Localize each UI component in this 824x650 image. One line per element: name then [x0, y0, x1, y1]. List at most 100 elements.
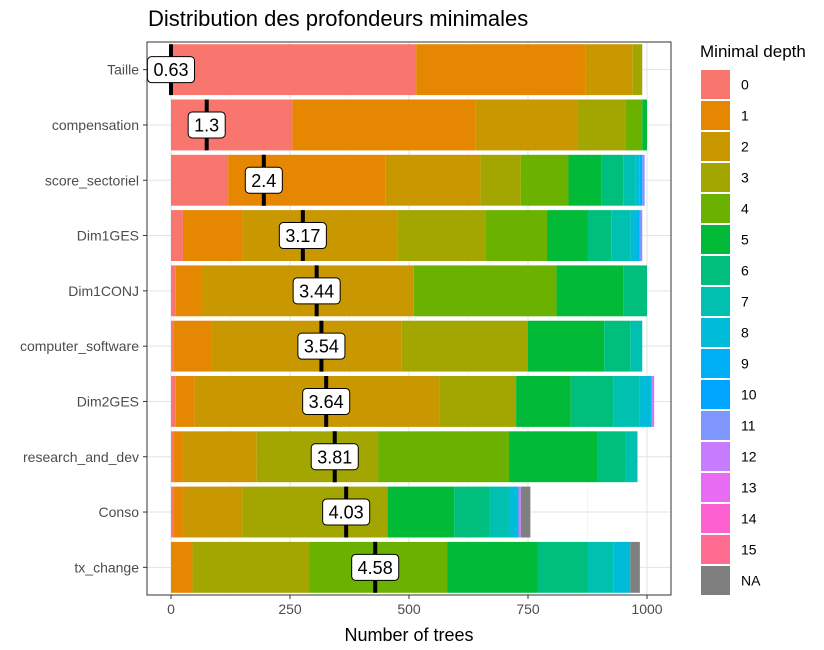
bar-segment-computer_software-5: [528, 320, 605, 372]
bar-segment-Dim2GES-1: [175, 376, 195, 427]
y-tick-label: research_and_dev: [23, 449, 139, 465]
bar-segment-research_and_dev-6: [597, 431, 626, 483]
mean-depth-label: 3.81: [317, 447, 352, 467]
mean-depth-label: 1.3: [194, 115, 219, 135]
legend-key-1: [701, 101, 730, 130]
bar-segment-score_sectoriel-4: [520, 154, 569, 206]
x-tick-label: 250: [278, 601, 302, 617]
y-tick-label: Conso: [99, 504, 140, 520]
bar-segment-score_sectoriel-0: [171, 154, 229, 206]
bar-segment-research_and_dev-7: [625, 431, 638, 483]
bar-segment-Dim2GES-0: [171, 376, 176, 427]
bar-segment-compensation-4: [625, 99, 643, 151]
bar-segment-score_sectoriel-3: [480, 154, 521, 206]
legend-label: 3: [741, 170, 749, 186]
bar-segment-Dim2GES-6: [570, 376, 614, 427]
mean-depth-label-box: [297, 332, 346, 360]
legend-label: 14: [741, 511, 757, 527]
legend-key-2: [701, 132, 730, 161]
x-tick-label: 500: [397, 601, 421, 617]
chart-title: Distribution des profondeurs minimales: [148, 6, 528, 31]
legend-label: 9: [741, 356, 749, 372]
bar-segment-research_and_dev-4: [378, 431, 509, 483]
bar-segment-Conso-0: [171, 486, 174, 538]
bar-segment-score_sectoriel-11: [642, 154, 645, 206]
legend-key-13: [701, 473, 730, 502]
bar-segment-score_sectoriel-7: [623, 154, 636, 206]
legend-label: 6: [741, 263, 749, 279]
legend-key-4: [701, 194, 730, 223]
bar-segment-computer_software-0: [171, 320, 174, 372]
bar-segment-tx_change-3: [192, 541, 310, 593]
bar-segment-Conso-6: [454, 486, 490, 538]
mean-depth-label-box: [310, 443, 359, 471]
bar-segment-research_and_dev-1: [173, 431, 183, 483]
x-tick-label: 1000: [631, 601, 662, 617]
y-tick-label: Taille: [107, 62, 139, 78]
bar-segment-tx_change-7: [587, 541, 614, 593]
bar-segment-Taille-2: [585, 44, 633, 96]
bar-segment-score_sectoriel-6: [601, 154, 624, 206]
bar-segment-score_sectoriel-8: [635, 154, 640, 206]
bar-segment-research_and_dev-5: [508, 431, 598, 483]
legend-key-11: [701, 411, 730, 440]
x-tick-label: 0: [167, 601, 175, 617]
bar-segment-Conso-8: [508, 486, 519, 538]
legend-label: NA: [741, 573, 761, 589]
bar-segment-computer_software-1: [173, 320, 212, 372]
mean-depth-label: 0.63: [153, 60, 188, 80]
bar-segment-compensation-1: [292, 99, 476, 151]
y-tick-label: computer_software: [20, 338, 139, 354]
legend-key-0: [701, 70, 730, 99]
bar-segment-Dim1GES-6: [587, 210, 612, 261]
bar-segment-tx_change-8: [613, 541, 631, 593]
plot-border: [146, 41, 672, 596]
bar-segment-research_and_dev-2: [182, 431, 257, 483]
y-tick-label: compensation: [52, 117, 139, 133]
legend-label: 13: [741, 480, 757, 496]
bar-segment-Dim1CONJ-5: [556, 265, 624, 317]
y-tick-label: Dim2GES: [77, 393, 139, 409]
legend-label: 0: [741, 77, 749, 93]
mean-depth-label: 3.64: [309, 392, 344, 412]
x-axis-title: Number of trees: [344, 625, 473, 645]
y-tick-label: score_sectoriel: [45, 172, 139, 188]
bar-segment-Dim1CONJ-0: [171, 265, 176, 317]
legend-label: 12: [741, 449, 757, 465]
legend-label: 10: [741, 387, 757, 403]
mean-depth-label: 4.03: [329, 503, 364, 523]
bar-segment-Conso-2: [182, 486, 243, 538]
bar-segment-tx_change-1: [171, 541, 193, 593]
bar-segment-Dim1CONJ-1: [175, 265, 202, 317]
bar-segment-score_sectoriel-2: [385, 154, 481, 206]
y-tick-label: Dim1GES: [77, 228, 139, 244]
mean-depth-label: 3.44: [299, 281, 334, 301]
mean-depth-label-box: [244, 166, 283, 194]
bar-segment-Dim2GES-5: [516, 376, 571, 427]
mean-depth-label: 2.4: [251, 171, 276, 191]
bar-segment-Dim1GES-1: [182, 210, 243, 261]
mean-depth-label-box: [187, 111, 226, 139]
bar-segment-Dim1GES-9: [637, 210, 640, 261]
mean-depth-label: 3.17: [285, 226, 320, 246]
mean-depth-label-box: [302, 387, 351, 415]
bar-segment-compensation-3: [577, 99, 626, 151]
plot-area: 0.63 1.3 2.4 3.17 3.44 3.54 3.64 3.81 4.03 4.58 Ta…: [20, 41, 672, 617]
bar-segment-computer_software-3: [401, 320, 528, 372]
bar-segment-tx_change-6: [537, 541, 588, 593]
bar-segment-Conso-5: [387, 486, 455, 538]
legend-key-6: [701, 256, 730, 285]
bar-segment-Dim1GES-8: [630, 210, 638, 261]
bar-segment-Dim1GES-3: [397, 210, 486, 261]
bar-segment-Dim2GES-12: [651, 376, 655, 427]
bar-segment-Dim1CONJ-6: [623, 265, 647, 317]
bar-segment-compensation-2: [475, 99, 578, 151]
mean-depth-label-box: [278, 222, 327, 250]
legend-key-8: [701, 318, 730, 347]
legend-label: 5: [741, 232, 749, 248]
bar-segment-Taille-3: [632, 44, 643, 96]
bar-segment-Conso-NA: [520, 486, 531, 538]
legend-label: 4: [741, 201, 749, 217]
legend-label: 1: [741, 108, 749, 124]
